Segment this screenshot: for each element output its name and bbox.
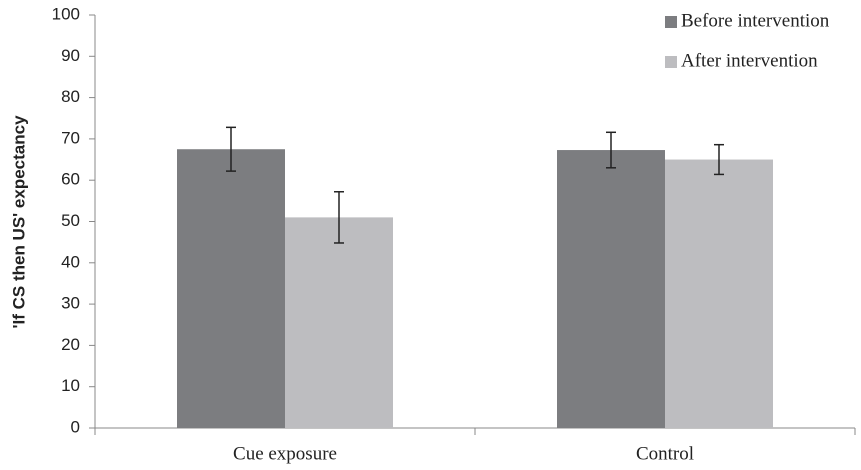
y-tick-label: 50 xyxy=(61,211,80,230)
y-tick-label: 20 xyxy=(61,335,80,354)
bar xyxy=(177,149,285,428)
y-tick-label: 60 xyxy=(61,170,80,189)
y-axis-label: 'If CS then US' expectancy xyxy=(9,115,28,329)
y-tick-label: 10 xyxy=(61,376,80,395)
y-tick-label: 100 xyxy=(52,4,80,23)
x-tick-label: Cue exposure xyxy=(233,443,337,464)
y-tick-label: 70 xyxy=(61,128,80,147)
y-tick-label: 90 xyxy=(61,46,80,65)
y-tick-label: 30 xyxy=(61,294,80,313)
legend-label: After intervention xyxy=(681,50,818,71)
error-bar xyxy=(606,131,616,169)
legend-swatch xyxy=(665,56,677,68)
legend-swatch xyxy=(665,16,677,28)
y-tick-label: 80 xyxy=(61,87,80,106)
error-bar xyxy=(714,143,724,176)
error-bar xyxy=(334,191,344,244)
x-tick-label: Control xyxy=(636,443,694,464)
bar xyxy=(665,159,773,429)
error-bar xyxy=(226,126,236,172)
y-tick-label: 0 xyxy=(71,417,80,436)
y-tick-label: 40 xyxy=(61,252,80,271)
bar xyxy=(285,217,393,428)
bar xyxy=(557,150,665,428)
legend-label: Before intervention xyxy=(681,10,830,31)
